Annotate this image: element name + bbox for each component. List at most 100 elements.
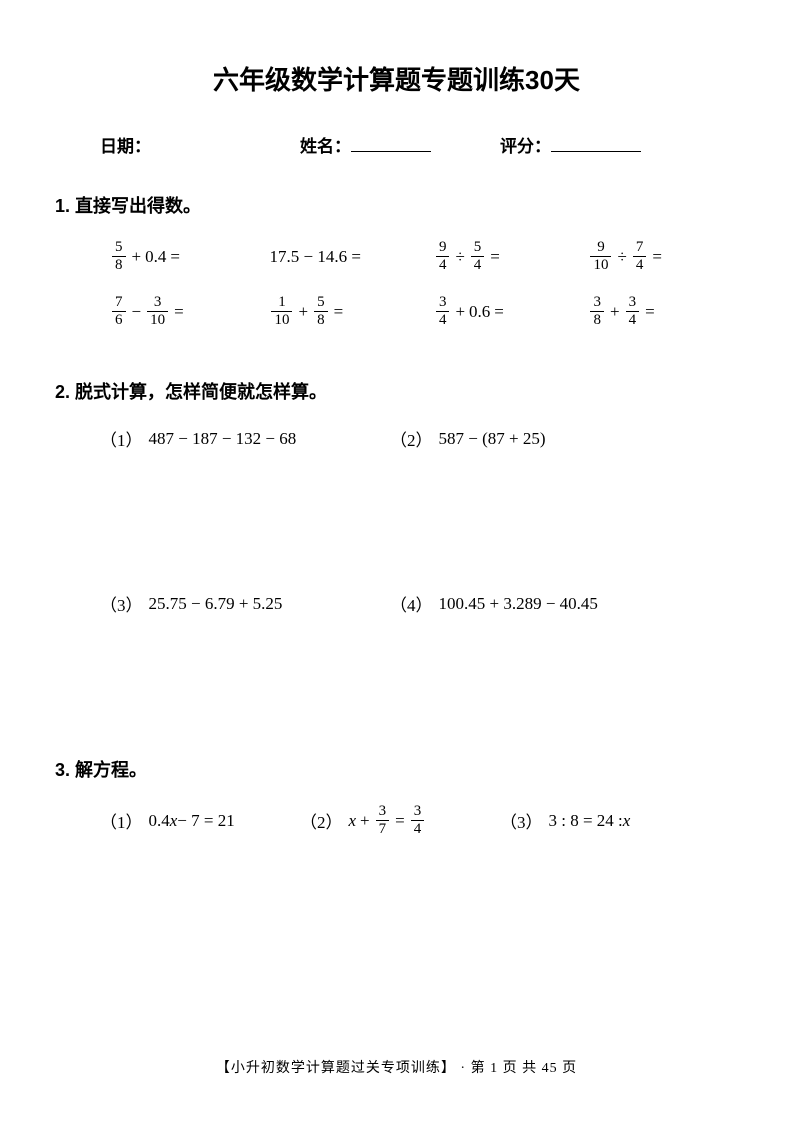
equals: =	[395, 811, 405, 831]
operator: =	[652, 247, 662, 267]
fraction: 110	[271, 295, 292, 328]
fraction: 310	[147, 295, 168, 328]
operator: −	[132, 302, 142, 322]
numerator: 5	[471, 240, 485, 256]
date-field: 日期：	[100, 132, 300, 157]
denominator: 4	[436, 311, 450, 328]
s2-problem-1: （1） 487 − 187 − 132 − 68	[100, 426, 390, 451]
problem-cell: 910÷74=	[588, 240, 738, 273]
denominator: 10	[147, 311, 168, 328]
numerator: 3	[376, 804, 390, 820]
header-row: 日期： 姓名： 评分：	[55, 132, 738, 157]
problem-row: 58+0.4=17.5 − 14.6 =94÷54=910÷74=	[110, 240, 738, 273]
problem-number: （1）	[100, 808, 143, 833]
numerator: 7	[112, 295, 126, 311]
operator: =	[334, 302, 344, 322]
denominator: 10	[271, 311, 292, 328]
operator: +	[298, 302, 308, 322]
problem-number: （4）	[390, 591, 433, 616]
denominator: 7	[376, 820, 390, 837]
operator: =	[174, 302, 184, 322]
section1-problems: 58+0.4=17.5 − 14.6 =94÷54=910÷74=76−310=…	[55, 240, 738, 328]
problem-number: （1）	[100, 426, 143, 451]
numerator: 3	[151, 295, 165, 311]
problem-number: （3）	[500, 808, 543, 833]
denominator: 8	[314, 311, 328, 328]
numerator: 3	[590, 295, 604, 311]
denominator: 4	[471, 256, 485, 273]
operator: =	[494, 302, 504, 322]
operator: +	[132, 247, 142, 267]
numerator: 1	[275, 295, 289, 311]
operator: =	[170, 247, 180, 267]
denominator: 4	[633, 256, 647, 273]
variable-x: x	[623, 811, 631, 831]
s2-problem-3: （3） 25.75 − 6.79 + 5.25	[100, 591, 390, 616]
fraction: 910	[590, 240, 611, 273]
operator: +	[610, 302, 620, 322]
problem-number: （2）	[390, 426, 433, 451]
denominator: 4	[436, 256, 450, 273]
problem-text: 25.75 − 6.79 + 5.25	[149, 594, 283, 614]
problem-cell: 110 +58 =	[269, 295, 433, 328]
fraction: 58	[314, 295, 328, 328]
section3-title: 3. 解方程。	[55, 756, 738, 782]
fraction: 76	[112, 295, 126, 328]
problem-cell: 76−310 =	[110, 295, 269, 328]
problem-cell: 58 +0.4=	[110, 240, 269, 273]
operator: =	[645, 302, 655, 322]
name-field: 姓名：	[300, 132, 500, 157]
problem-cell: 38+34=	[588, 295, 738, 328]
problem-cell: 17.5 − 14.6 =	[269, 247, 433, 267]
variable-x: x	[349, 811, 357, 831]
score-label: 评分：	[500, 132, 551, 157]
fraction: 34	[626, 295, 640, 328]
fraction: 94	[436, 240, 450, 273]
section3-problems: （1） 0.4x − 7 = 21 （2） x + 3 7 = 3 4 （3） …	[55, 804, 738, 837]
problem-number: （2）	[300, 808, 343, 833]
page-footer: 【小升初数学计算题过关专项训练】 · 第 1 页 共 45 页	[0, 1057, 793, 1077]
problem-text: 587 − (87 + 25)	[439, 429, 546, 449]
numerator: 7	[633, 240, 647, 256]
problem-row: 76−310=110+58=34+0.6=38+34=	[110, 295, 738, 328]
numerator: 5	[112, 240, 126, 256]
fraction: 34	[436, 295, 450, 328]
problem-text: 100.45 + 3.289 − 40.45	[439, 594, 598, 614]
problem-cell: 34+0.6=	[434, 295, 589, 328]
problem-number: （3）	[100, 591, 143, 616]
s3-problem-1: （1） 0.4x − 7 = 21	[100, 804, 300, 837]
expr-text: 3 : 8 = 24 :	[549, 811, 623, 831]
section2-title: 2. 脱式计算，怎样简便就怎样算。	[55, 378, 738, 404]
numerator: 9	[436, 240, 450, 256]
section1-title: 1. 直接写出得数。	[55, 192, 738, 218]
page-title: 六年级数学计算题专题训练30天	[55, 60, 738, 97]
section2-problems: （1） 487 − 187 − 132 − 68 （2） 587 − (87 +…	[55, 426, 738, 616]
expr-rest: − 7 = 21	[177, 811, 234, 831]
s3-problem-2: （2） x + 3 7 = 3 4	[300, 804, 500, 837]
value: 0.4	[145, 247, 166, 267]
denominator: 8	[112, 256, 126, 273]
name-blank	[351, 135, 431, 152]
operator: +	[455, 302, 465, 322]
denominator: 6	[112, 311, 126, 328]
numerator: 3	[626, 295, 640, 311]
problem-text: 487 − 187 − 132 − 68	[149, 429, 297, 449]
numerator: 5	[314, 295, 328, 311]
fraction: 74	[633, 240, 647, 273]
s3-problem-3: （3） 3 : 8 = 24 : x	[500, 804, 700, 837]
denominator: 10	[590, 256, 611, 273]
numerator: 3	[411, 804, 425, 820]
fraction: 54	[471, 240, 485, 273]
value: 0.6	[469, 302, 490, 322]
coeff: 0.4	[149, 811, 170, 831]
problem-cell: 94÷54=	[434, 240, 589, 273]
date-label: 日期：	[100, 132, 151, 157]
fraction: 58	[112, 240, 126, 273]
fraction: 3 7	[376, 804, 390, 837]
variable-x: x	[170, 811, 178, 831]
operator: ÷	[617, 247, 626, 267]
operator: ÷	[455, 247, 464, 267]
denominator: 4	[411, 820, 425, 837]
fraction: 38	[590, 295, 604, 328]
denominator: 8	[590, 311, 604, 328]
